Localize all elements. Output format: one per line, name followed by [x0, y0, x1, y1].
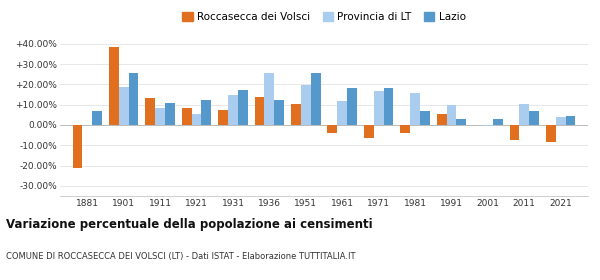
Bar	[191, 114, 202, 125]
Bar	[218, 110, 228, 125]
Bar	[291, 104, 301, 125]
Bar	[546, 125, 556, 142]
Bar	[520, 104, 529, 125]
Bar	[437, 114, 446, 125]
Bar	[446, 105, 457, 125]
Bar	[155, 108, 165, 125]
Bar	[420, 111, 430, 125]
Bar	[493, 119, 503, 125]
Bar	[311, 73, 320, 125]
Bar	[483, 125, 493, 126]
Bar	[529, 111, 539, 125]
Bar	[383, 88, 394, 125]
Bar	[202, 100, 211, 125]
Bar	[274, 100, 284, 125]
Bar	[556, 117, 566, 125]
Legend: Roccasecca dei Volsci, Provincia di LT, Lazio: Roccasecca dei Volsci, Provincia di LT, …	[178, 8, 470, 27]
Bar	[301, 85, 311, 125]
Bar	[374, 92, 383, 125]
Bar	[509, 125, 520, 140]
Bar	[182, 108, 191, 125]
Bar	[265, 73, 274, 125]
Bar	[254, 97, 265, 125]
Bar	[337, 101, 347, 125]
Bar	[119, 87, 128, 125]
Bar	[238, 90, 248, 125]
Bar	[364, 125, 374, 138]
Bar	[228, 95, 238, 125]
Bar	[457, 119, 466, 125]
Bar	[400, 125, 410, 133]
Bar	[566, 116, 575, 125]
Text: COMUNE DI ROCCASECCA DEI VOLSCI (LT) - Dati ISTAT - Elaborazione TUTTITALIA.IT: COMUNE DI ROCCASECCA DEI VOLSCI (LT) - D…	[6, 252, 355, 261]
Bar	[328, 125, 337, 133]
Bar	[145, 97, 155, 125]
Text: Variazione percentuale della popolazione ai censimenti: Variazione percentuale della popolazione…	[6, 218, 373, 231]
Bar	[92, 111, 102, 125]
Bar	[109, 47, 119, 125]
Bar	[347, 88, 357, 125]
Bar	[128, 73, 139, 125]
Bar	[73, 125, 82, 167]
Bar	[165, 103, 175, 125]
Bar	[410, 94, 420, 125]
